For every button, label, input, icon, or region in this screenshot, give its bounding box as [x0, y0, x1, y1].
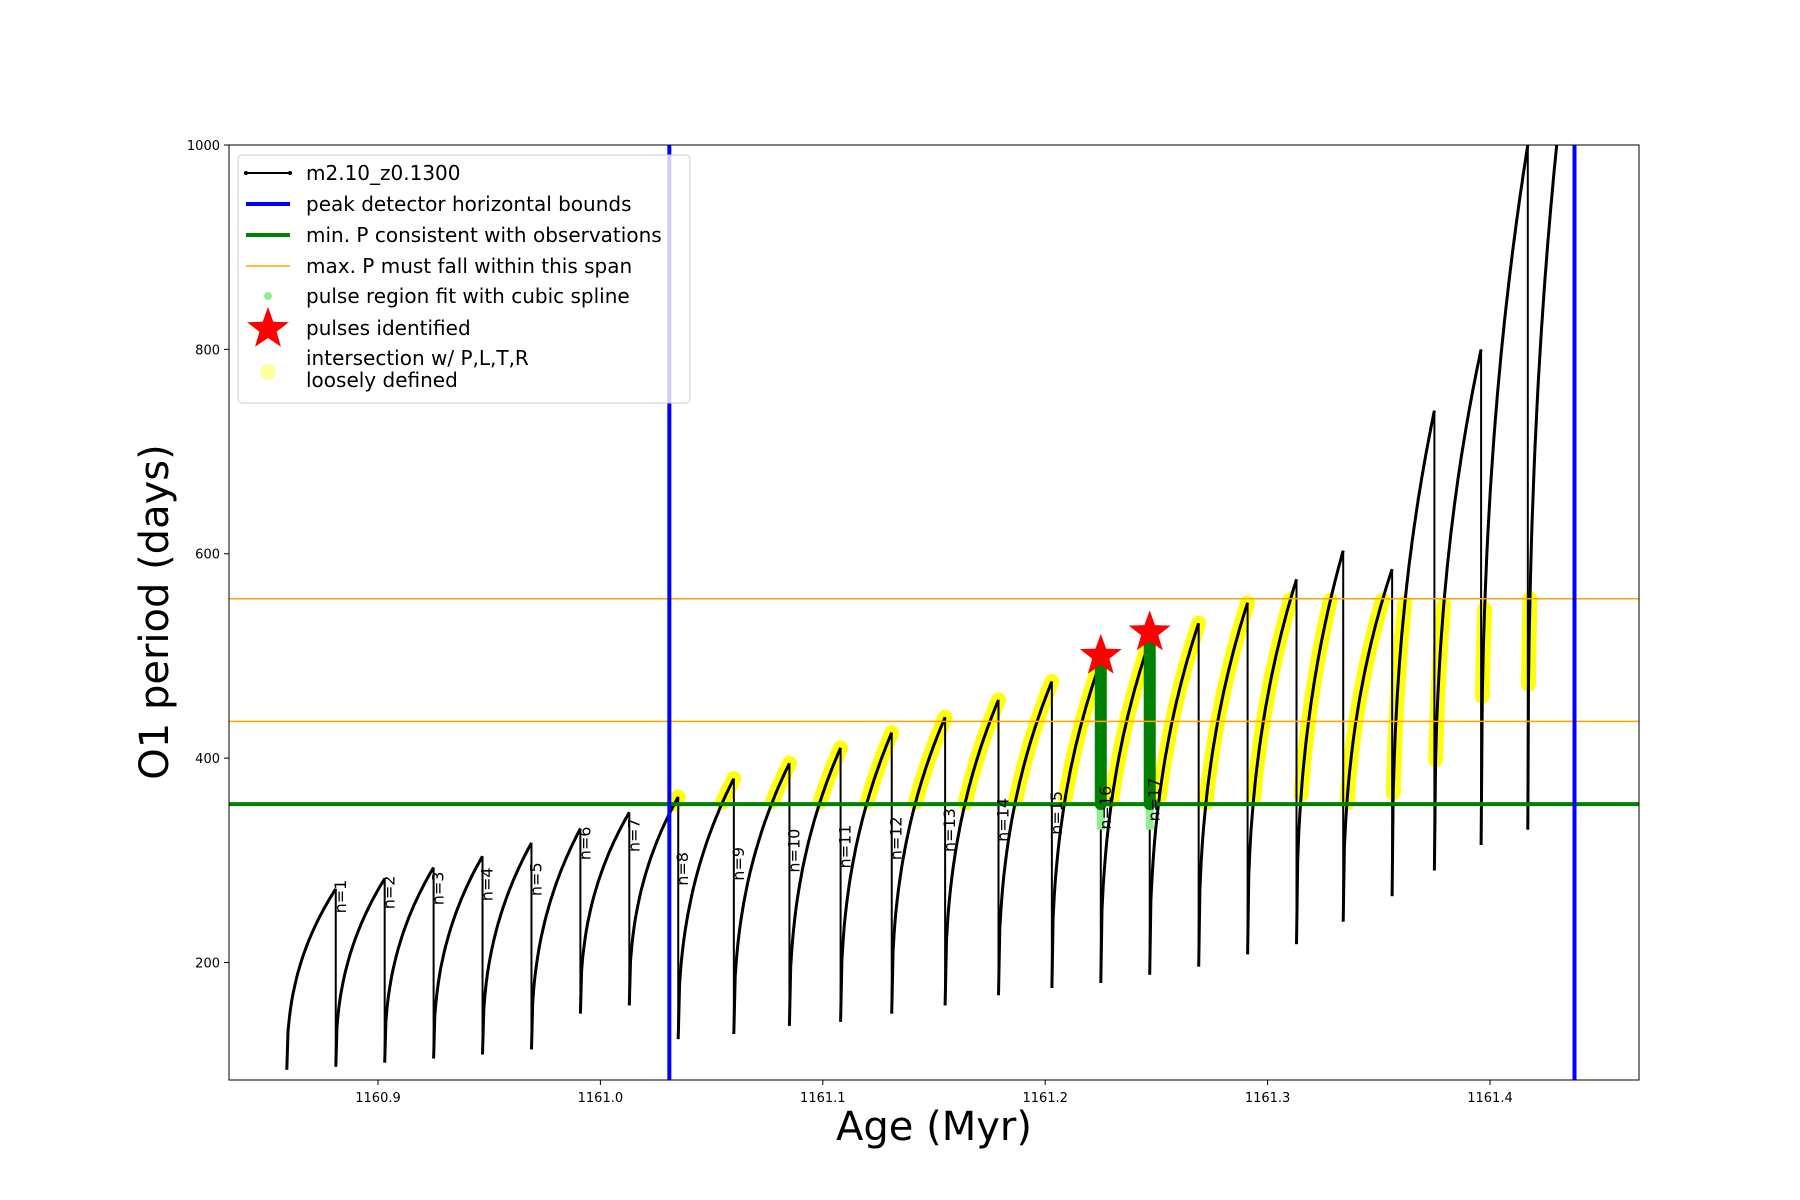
pulse-label: n=9 [729, 847, 748, 881]
x-tick-label: 1160.9 [355, 1091, 401, 1106]
track-segment [285, 888, 338, 1070]
track-segment [943, 699, 1000, 1006]
plot-content: n=1 n=2 n=3 n=4 n=5 n=6 n=7 n=8 n=9 n=10 n=11 n=12 n… [229, 145, 1639, 1080]
pulse-label: n=6 [575, 827, 594, 861]
track-segment [432, 855, 484, 1059]
pulse-label: n=16 [1096, 786, 1115, 830]
pulse-identified-star [1128, 610, 1171, 651]
track-segment [732, 762, 791, 1035]
track-segment [530, 827, 582, 1050]
pulse-label: n=17 [1145, 778, 1164, 822]
legend-marker [264, 292, 272, 300]
track-segment [1526, 145, 1559, 830]
y-tick-label: 800 [195, 343, 220, 358]
x-tick-label: 1161.0 [578, 1091, 624, 1106]
pulse-label: n=13 [940, 808, 959, 852]
legend-marker-dot [288, 171, 292, 175]
track-segment [1246, 578, 1298, 955]
y-axis-title: O1 period (days) [132, 444, 178, 779]
pulse-label: n=15 [1047, 791, 1066, 835]
plot-frame [228, 144, 1640, 1081]
legend-label: m2.10_z0.1300 [306, 161, 461, 185]
track-segment [1432, 349, 1483, 871]
track-segment [676, 777, 736, 1040]
pulse-label: n=11 [836, 825, 855, 869]
track-segment [1099, 640, 1152, 983]
track-segment [1479, 145, 1530, 846]
legend-box [237, 154, 691, 404]
y-tick-label: 400 [195, 752, 220, 767]
x-tick-label: 1161.2 [1022, 1091, 1068, 1106]
x-axis-title: Age (Myr) [836, 1104, 1032, 1150]
track-segment [1341, 568, 1394, 922]
legend-label: loosely defined [306, 368, 458, 392]
legend-marker [247, 307, 289, 347]
legend-marker-dot [244, 171, 248, 175]
pulse-identified-star [1079, 633, 1122, 674]
pulse-label: n=12 [887, 816, 906, 860]
x-tick-label: 1161.4 [1467, 1091, 1513, 1106]
track-segment [481, 842, 533, 1055]
track-segment [997, 680, 1054, 996]
y-tick-label: 200 [195, 956, 220, 971]
legend-label: pulses identified [306, 316, 471, 340]
pulse-label: n=10 [784, 829, 803, 873]
pulse-label: n=5 [527, 862, 546, 896]
pulse-label: n=8 [673, 852, 692, 886]
pulse-label: n=14 [994, 798, 1013, 842]
track-segment [890, 716, 947, 1014]
y-tick-label: 1000 [187, 139, 220, 154]
pulse-label: n=4 [478, 867, 497, 901]
track-segment [383, 866, 435, 1063]
track-segment [1050, 660, 1103, 989]
pulse-label: n=1 [331, 880, 350, 914]
legend-label: max. P must fall within this span [306, 254, 632, 278]
track-segment [1148, 622, 1201, 975]
track-segment [578, 811, 631, 1014]
pulse-label: n=3 [429, 872, 448, 906]
track-segment [1197, 602, 1250, 967]
track-segment [787, 747, 842, 1026]
axes: 1160.9 1161.0 1161.1 1161.2 1161.3 1161.4 200 4… [187, 139, 1513, 1106]
legend-label: min. P consistent with observations [306, 223, 662, 247]
legend-label: intersection w/ P,L,T,R [306, 346, 529, 370]
x-tick-label: 1161.1 [800, 1091, 846, 1106]
track-segment [1390, 410, 1436, 897]
plot-area: n=1 n=2 n=3 n=4 n=5 n=6 n=7 n=8 n=9 n=10 n=11 n=12 n… [229, 145, 1639, 1080]
track-segment [1295, 550, 1345, 945]
track-segment [334, 877, 386, 1067]
x-tick-label: 1161.3 [1245, 1091, 1291, 1106]
legend-marker [260, 364, 276, 380]
legend-label: pulse region fit with cubic spline [306, 284, 630, 308]
pulse-label: n=2 [380, 876, 399, 910]
legend-label: peak detector horizontal bounds [306, 192, 632, 216]
pulse-label: n=7 [624, 818, 643, 852]
y-tick-label: 600 [195, 548, 220, 563]
